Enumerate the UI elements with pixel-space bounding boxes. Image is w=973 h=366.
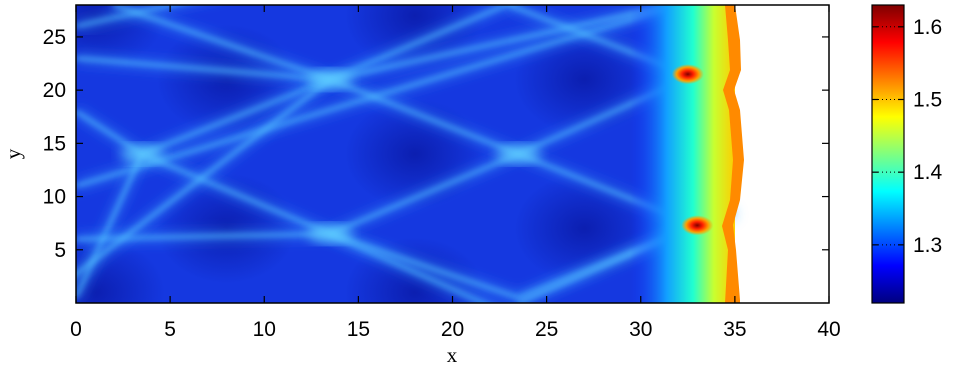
triple-points: [671, 64, 714, 236]
cb-tick-label-1.6: 1.6: [913, 16, 942, 39]
y-tick-label-10: 10: [43, 186, 66, 209]
colorbar-ticks: 1.3 1.4 1.5 1.6: [872, 16, 943, 257]
x-tick-label-5: 5: [164, 318, 176, 341]
x-tick-label-10: 10: [253, 318, 276, 341]
shock-gradient: [630, 5, 735, 303]
triple-point-0: [681, 215, 714, 236]
y-tick-label-15: 15: [43, 132, 66, 155]
wave-line-1: [76, 5, 176, 28]
x-tick-label-25: 25: [535, 318, 558, 341]
wave-line-10: [113, 5, 331, 81]
x-tick-label-35: 35: [723, 318, 746, 341]
wave-crossing-1: [308, 224, 353, 243]
wave-line-4: [76, 153, 144, 299]
heatmap-field: [76, 5, 744, 303]
wave-line-5: [76, 73, 698, 241]
wave-crossing-3: [496, 145, 541, 163]
x-tick-label-30: 30: [629, 318, 652, 341]
colorbar: [871, 4, 905, 304]
x-tick-label-20: 20: [441, 318, 464, 341]
x-tick-label-15: 15: [347, 318, 370, 341]
oblique-waves: [76, 5, 737, 303]
cb-tick-label-1.4: 1.4: [913, 161, 943, 184]
wave-line-0: [76, 5, 684, 188]
shock-front: [722, 5, 744, 303]
wave-line-6: [76, 56, 698, 227]
x-axis: 0 5 10 15 20 25 30 35 40: [70, 5, 841, 341]
wave-line-2: [76, 110, 487, 303]
x-tick-label-40: 40: [817, 318, 840, 341]
y-tick-label-5: 5: [54, 239, 66, 262]
x-tick-label-0: 0: [70, 318, 82, 341]
x-axis-label: x: [447, 343, 458, 366]
y-axis-label: y: [1, 148, 25, 159]
triple-point-1: [671, 64, 704, 85]
y-axis: 5 10 15 20 25: [43, 26, 829, 262]
cb-tick-label-1.5: 1.5: [913, 88, 942, 111]
wave-crossing-0: [119, 145, 164, 163]
wave-crossing-2: [308, 70, 353, 89]
cb-tick-label-1.3: 1.3: [913, 234, 942, 257]
y-tick-label-25: 25: [43, 26, 66, 49]
y-tick-label-20: 20: [43, 79, 66, 102]
